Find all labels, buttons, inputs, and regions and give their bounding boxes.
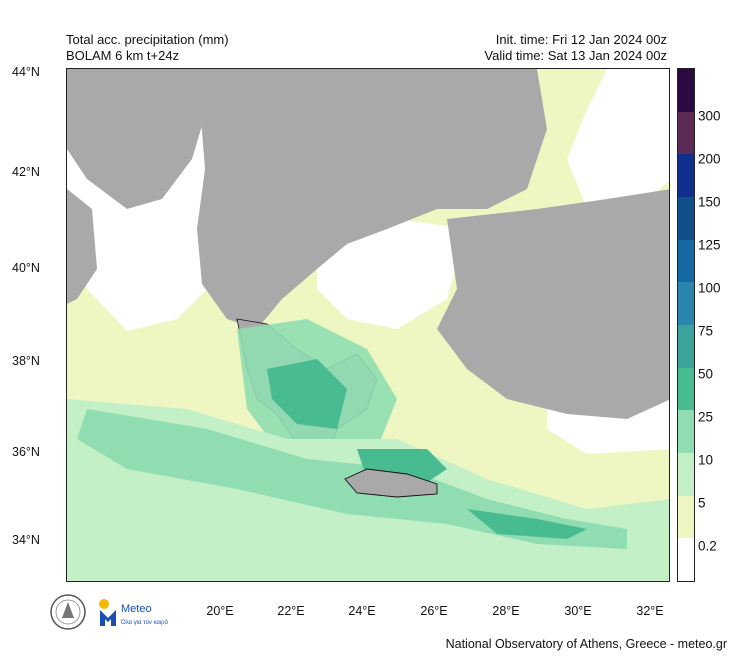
lat-label: 44°N	[12, 65, 40, 79]
land-balkans	[197, 69, 547, 329]
land-crete	[344, 468, 438, 498]
colorbar-swatch	[678, 69, 694, 112]
colorbar-swatch	[678, 325, 694, 368]
no-precip-area-blacksea	[567, 69, 669, 219]
colorbar-label: 50	[698, 366, 714, 382]
colorbar-swatch	[678, 239, 694, 283]
colorbar-swatch	[678, 538, 694, 582]
colorbar-label: 150	[698, 194, 721, 210]
meteo-brand: Meteo	[121, 603, 152, 615]
colorbar-label: 200	[698, 151, 721, 167]
meteo-logo-icon: Meteo Όλα για τον καιρό	[99, 599, 169, 626]
lat-label: 38°N	[12, 354, 40, 368]
map-canvas	[67, 69, 669, 581]
no-precip-area-aegean	[317, 219, 467, 329]
colorbar-label: 0.2	[698, 538, 717, 554]
lon-label: 24°E	[348, 604, 376, 618]
colorbar-label: 75	[698, 323, 714, 339]
colorbar-swatch	[678, 410, 694, 454]
colorbar-swatch	[678, 154, 694, 198]
colorbar-swatch	[678, 197, 694, 240]
colorbar-label: 125	[698, 237, 721, 253]
colorbar-swatch	[678, 111, 694, 155]
lon-label: 30°E	[564, 604, 592, 618]
colorbar-label: 5	[698, 495, 706, 511]
precip-sea-25	[467, 509, 587, 539]
lon-label: 28°E	[492, 604, 520, 618]
init-time: Init. time: Fri 12 Jan 2024 00z	[495, 32, 667, 47]
lat-label: 36°N	[12, 445, 40, 459]
meteo-tagline: Όλα για τον καιρό	[120, 619, 169, 626]
valid-time: Valid time: Sat 13 Jan 2024 00z	[484, 48, 667, 63]
map-title: Total acc. precipitation (mm)	[66, 32, 229, 47]
lat-label: 42°N	[12, 165, 40, 179]
map-header-left: Total acc. precipitation (mm) BOLAM 6 km…	[66, 32, 229, 64]
colorbar-label: 25	[698, 409, 714, 425]
lon-label: 20°E	[206, 604, 234, 618]
colorbar-label: 300	[698, 108, 721, 124]
colorbar-swatch	[678, 453, 694, 496]
lat-label: 40°N	[12, 261, 40, 275]
colorbar-label: 10	[698, 452, 714, 468]
model-label: BOLAM 6 km t+24z	[66, 48, 180, 63]
colorbar-swatch	[678, 282, 694, 326]
colorbar-label: 100	[698, 280, 721, 296]
observatory-seal-icon	[50, 594, 86, 630]
map-header-right: Init. time: Fri 12 Jan 2024 00z Valid ti…	[484, 32, 667, 64]
lat-label: 34°N	[12, 533, 40, 547]
land-anatolia	[437, 189, 669, 419]
land-italy-heel	[67, 189, 97, 304]
logos: Meteo Όλα για τον καιρό	[50, 594, 169, 630]
precip-peloponnese-25	[267, 359, 347, 429]
colorbar-swatch	[678, 495, 694, 539]
lon-label: 26°E	[420, 604, 448, 618]
lon-label: 32°E	[636, 604, 664, 618]
precipitation-map	[66, 68, 670, 582]
footer-credit: National Observatory of Athens, Greece -…	[445, 637, 727, 651]
lon-label: 22°E	[277, 604, 305, 618]
colorbar	[677, 68, 695, 582]
land-balkans-west	[67, 69, 207, 209]
colorbar-swatch	[678, 367, 694, 411]
